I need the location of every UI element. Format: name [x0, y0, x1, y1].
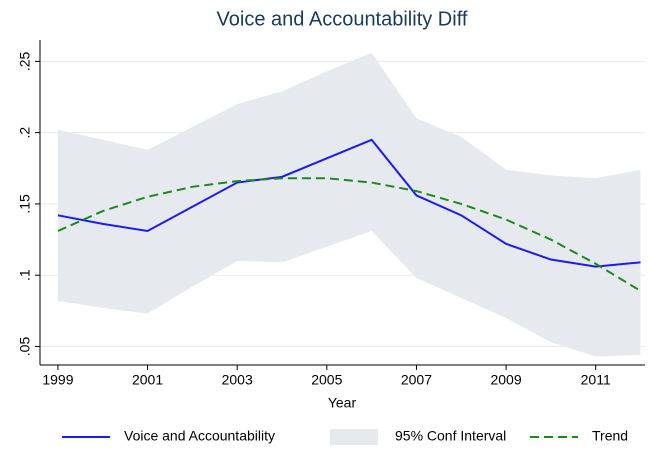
- legend-swatch: [330, 429, 378, 445]
- x-tick-label: 2005: [311, 372, 342, 388]
- x-axis-label: Year: [328, 395, 357, 411]
- series-line: [57, 177, 642, 292]
- x-tick-label: 2007: [401, 372, 432, 388]
- series-line: [57, 138, 641, 268]
- y-tick-label: .1: [17, 269, 33, 281]
- x-tick-label: 2011: [581, 372, 611, 388]
- x-tick-label: 2003: [222, 372, 253, 388]
- legend-label: Trend: [592, 428, 628, 444]
- confidence-band: [57, 52, 641, 357]
- x-tick-label: 2001: [132, 372, 163, 388]
- y-tick-label: .15: [17, 194, 33, 214]
- legend-label: Voice and Accountability: [124, 428, 275, 444]
- y-tick-label: .05: [17, 337, 33, 357]
- y-tick-label: .2: [17, 127, 33, 139]
- chart-title: Voice and Accountability Diff: [217, 8, 468, 30]
- x-tick-label: 2009: [490, 372, 521, 388]
- legend-label: 95% Conf Interval: [395, 428, 506, 444]
- plot-area: [57, 52, 641, 357]
- x-tick-label: 1999: [42, 372, 73, 388]
- y-tick-label: .25: [17, 51, 33, 71]
